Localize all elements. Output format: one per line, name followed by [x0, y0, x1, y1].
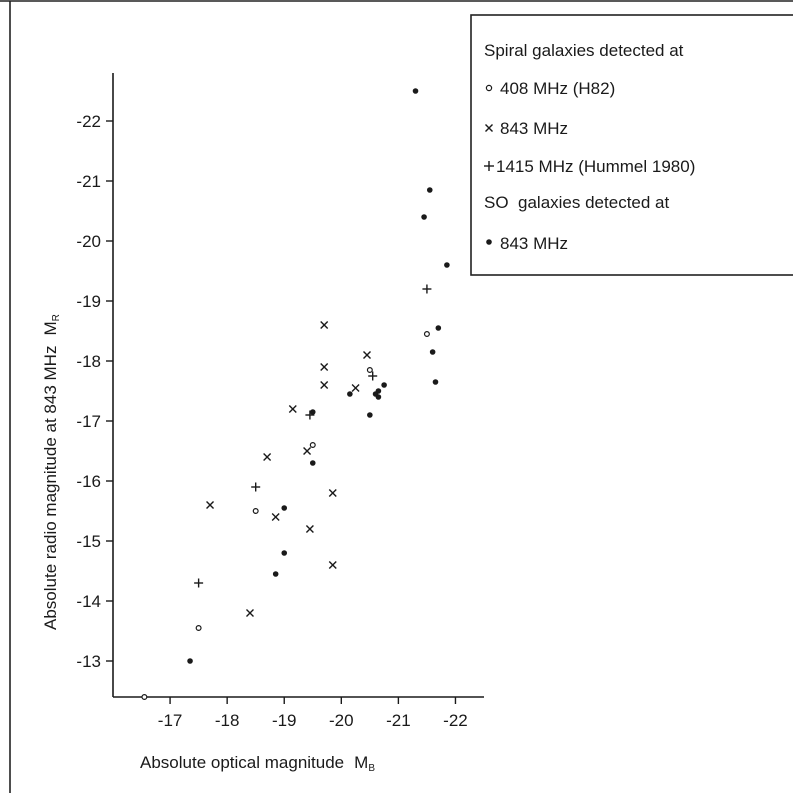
point-plus — [251, 482, 261, 492]
y-tick-label: -17 — [76, 412, 101, 431]
y-axis-title-text: Absolute radio magnitude at 843 MHz — [41, 346, 60, 630]
legend-plus-marker — [484, 161, 494, 171]
legend-open-circle-marker — [485, 84, 493, 92]
point-cross — [245, 609, 254, 617]
x-ticks: -17 -18 -19 -20 -21 -22 — [158, 697, 468, 730]
point-open-circle — [195, 624, 202, 631]
y-tick-label: -16 — [76, 472, 101, 491]
point-plus — [194, 578, 204, 588]
point-filled-circle — [309, 409, 316, 415]
legend-filled-circle-marker — [486, 239, 492, 245]
legend-spiral-heading: Spiral galaxies detected at — [484, 41, 684, 60]
point-filled-circle — [187, 658, 193, 664]
x-tick-label: -20 — [329, 711, 354, 730]
point-cross — [305, 525, 314, 533]
legend-label-1415mhz: 1415 MHz (Hummel 1980) — [496, 157, 695, 176]
point-filled-circle — [309, 460, 316, 466]
y-tick-label: -14 — [76, 592, 101, 611]
x-tick-label: -17 — [158, 711, 183, 730]
legend: Spiral galaxies detected at 408 MHz (H82… — [470, 14, 793, 276]
point-open-circle — [366, 367, 373, 374]
point-plus — [422, 284, 432, 294]
point-filled-circle — [367, 412, 373, 418]
axes — [112, 73, 484, 698]
point-cross — [320, 321, 329, 329]
point-cross — [351, 384, 360, 392]
point-cross — [320, 381, 329, 389]
point-filled-circle — [426, 187, 433, 193]
x-tick-label: -19 — [272, 711, 297, 730]
point-plus — [368, 371, 378, 381]
point-cross — [303, 447, 312, 455]
y-tick-label: -15 — [76, 532, 101, 551]
y-tick-label: -22 — [76, 112, 101, 131]
legend-label-843mhz-spiral: 843 MHz — [500, 119, 568, 138]
point-filled-circle — [272, 571, 279, 577]
y-ticks: -13 -14 -15 -16 -17 -18 -19 -20 -21 -22 — [76, 112, 113, 671]
y-axis-title: Absolute radio magnitude at 843 MHz MR — [41, 314, 62, 630]
point-cross — [263, 453, 272, 461]
point-cross — [328, 561, 337, 569]
y-tick-label: -18 — [76, 352, 101, 371]
legend-label-408mhz: 408 MHz (H82) — [500, 79, 615, 98]
point-filled-circle — [435, 325, 442, 331]
point-open-circle — [309, 442, 316, 449]
x-axis-title: Absolute optical magnitude MB — [140, 753, 375, 774]
point-filled-circle — [281, 550, 288, 556]
point-filled-circle — [281, 505, 288, 511]
point-open-circle — [423, 331, 430, 338]
x-axis-symbol: M — [354, 753, 368, 772]
x-tick-label: -22 — [443, 711, 468, 730]
point-filled-circle — [375, 388, 382, 394]
point-filled-circle — [432, 379, 439, 385]
x-axis-symbol-sub: B — [368, 763, 375, 774]
point-filled-circle — [421, 214, 427, 220]
point-filled-circle — [412, 88, 419, 94]
y-tick-label: -13 — [76, 652, 101, 671]
legend-so-heading: SO galaxies detected at — [484, 193, 670, 212]
legend-label-843mhz-so: 843 MHz — [500, 234, 568, 253]
y-axis-symbol-sub: R — [51, 314, 62, 321]
x-tick-label: -21 — [386, 711, 411, 730]
point-cross — [328, 489, 337, 497]
point-cross — [320, 363, 329, 371]
point-open-circle — [252, 508, 259, 515]
point-filled-circle — [429, 349, 436, 355]
y-tick-label: -19 — [76, 292, 101, 311]
legend-cross-marker — [485, 124, 493, 132]
point-cross — [288, 405, 297, 413]
y-tick-label: -21 — [76, 172, 101, 191]
point-open-circle — [141, 693, 148, 700]
y-axis-symbol: M — [41, 321, 60, 335]
point-cross — [362, 351, 371, 359]
data-points — [141, 88, 450, 700]
point-filled-circle — [381, 382, 387, 388]
point-filled-circle — [347, 391, 353, 397]
point-cross — [206, 501, 215, 509]
y-tick-label: -20 — [76, 232, 101, 251]
point-plus — [305, 410, 315, 420]
point-cross — [271, 513, 280, 521]
x-tick-label: -18 — [215, 711, 240, 730]
x-axis-title-text: Absolute optical magnitude — [140, 753, 344, 772]
point-filled-circle — [375, 394, 382, 400]
point-filled-circle — [444, 262, 450, 268]
legend-box — [470, 14, 793, 276]
